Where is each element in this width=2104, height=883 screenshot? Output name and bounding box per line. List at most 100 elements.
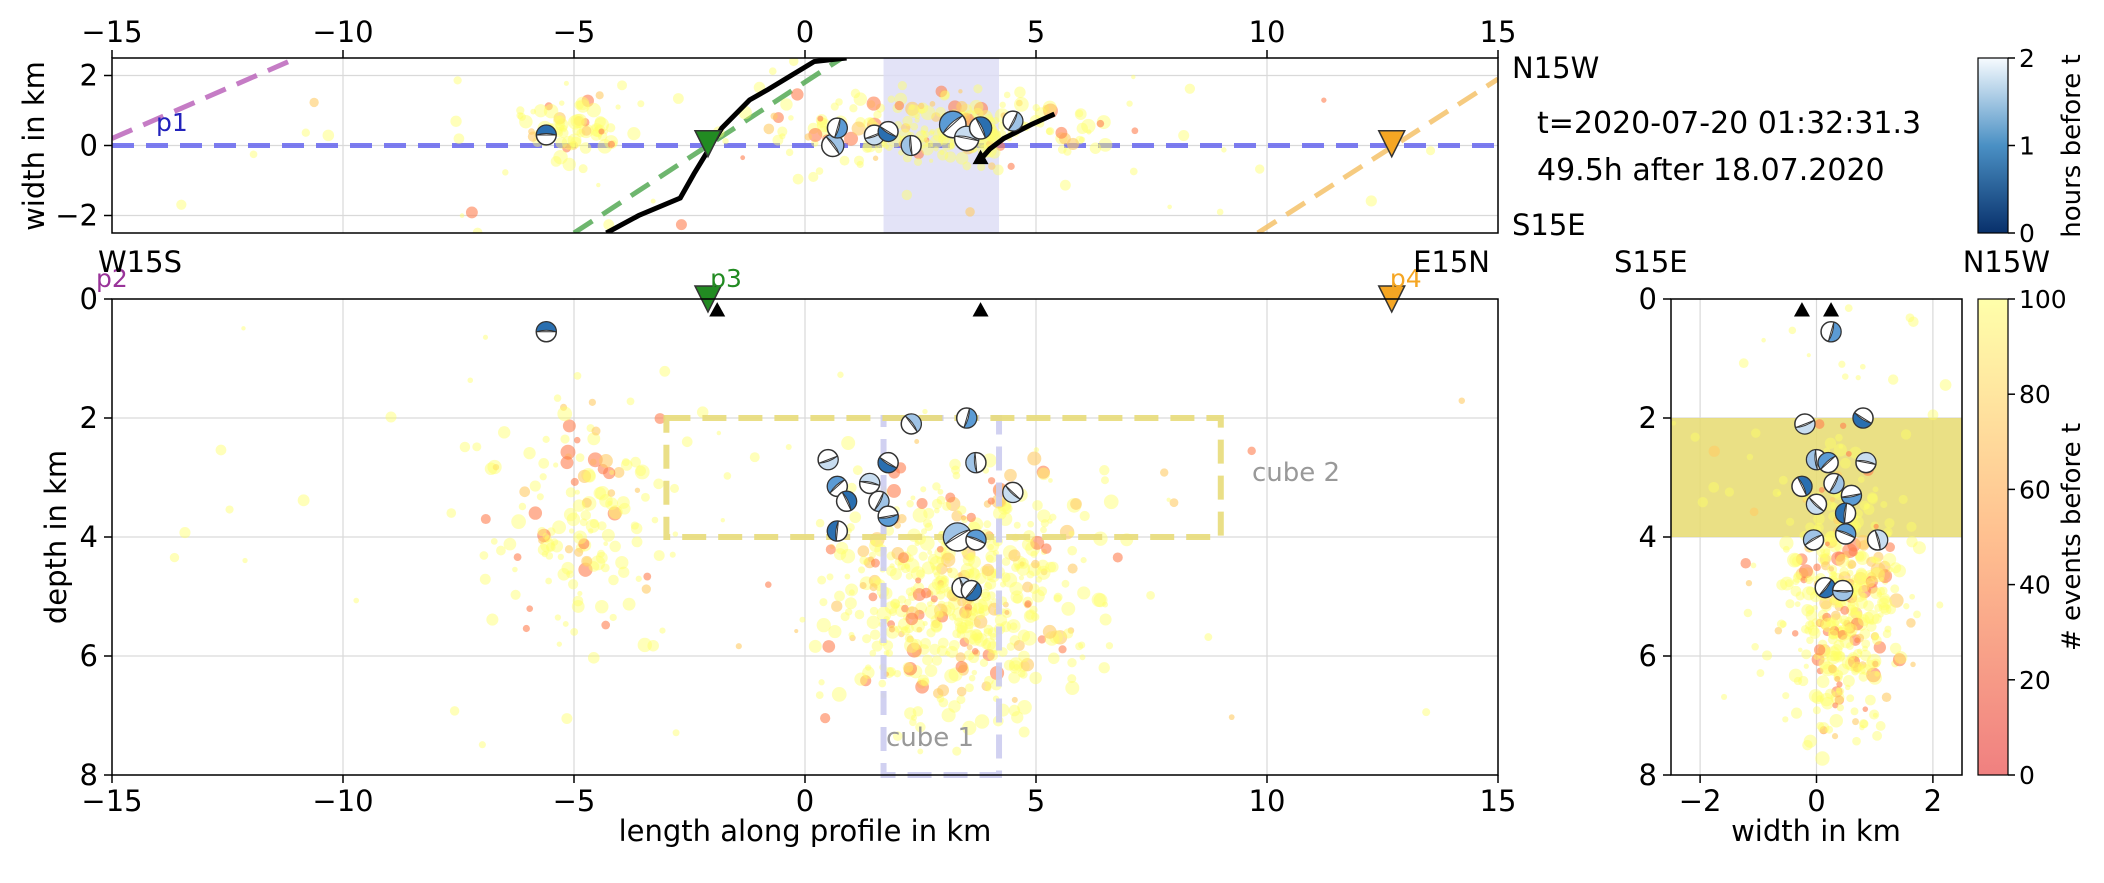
seismicity-point: [1037, 509, 1051, 523]
seismicity-point: [897, 561, 906, 571]
seismicity-point: [992, 164, 1004, 176]
seismicity-point: [923, 137, 930, 143]
seismicity-point: [1832, 702, 1839, 709]
mechanism-plane: [1854, 412, 1872, 424]
seismicity-point: [1811, 618, 1821, 628]
seismicity-point: [1006, 619, 1021, 634]
mechanism-quadrant: [1803, 529, 1823, 546]
seismicity-point: [902, 662, 914, 673]
seismicity-point: [607, 489, 616, 497]
seismicity-point: [920, 125, 929, 133]
colorbar-tick-label: 40: [2019, 571, 2051, 600]
seismicity-point: [1746, 453, 1754, 461]
seismicity-point: [1845, 684, 1851, 691]
seismicity-point: [932, 566, 942, 576]
seismicity-point: [1751, 643, 1759, 651]
seismicity-point: [936, 590, 946, 600]
seismicity-point: [958, 89, 963, 94]
seismicity-point: [929, 555, 944, 570]
seismicity-point: [1866, 621, 1877, 632]
seismicity-point: [849, 511, 862, 524]
seismicity-point: [573, 371, 582, 380]
seismicity-point: [926, 601, 933, 607]
seismicity-point: [906, 635, 914, 643]
seismicity-point: [1859, 577, 1868, 586]
mechanism-plane: [1828, 474, 1839, 493]
seismicity-point: [583, 469, 596, 483]
seismicity-point: [579, 518, 588, 527]
depth-label-right: E15N: [1413, 245, 1490, 279]
seismicity-point: [1834, 543, 1843, 552]
seismicity-point: [914, 113, 921, 120]
focal-mechanism: [1002, 481, 1024, 504]
seismicity-point: [1829, 625, 1840, 636]
seismicity-point: [740, 155, 746, 161]
seismicity-point: [1850, 606, 1859, 616]
seismicity-point: [1011, 563, 1021, 572]
seismicity-point: [1040, 568, 1048, 576]
seismicity-point: [1784, 579, 1793, 588]
seismicity-point: [1855, 582, 1863, 590]
seismicity-point: [562, 621, 569, 627]
seismicity-point: [941, 552, 956, 568]
seismicity-point: [959, 637, 970, 647]
seismicity-point: [808, 171, 819, 183]
seismicity-point: [720, 518, 725, 523]
seismicity-point: [1849, 601, 1856, 607]
fault-trace-1: [605, 58, 847, 233]
seismicity-point: [478, 741, 486, 749]
seismicity-point: [817, 575, 827, 585]
seismicity-point: [1825, 725, 1834, 734]
seismicity-point: [860, 675, 872, 687]
y-tick-label: 0: [80, 129, 98, 163]
seismicity-point: [550, 538, 559, 546]
seismicity-point: [622, 597, 636, 611]
seismicity-point: [956, 695, 966, 705]
seismicity-point: [1839, 615, 1849, 625]
seismicity-point: [960, 562, 975, 577]
seismicity-point: [1870, 567, 1885, 583]
seismicity-point: [910, 122, 919, 131]
seismicity-point: [1887, 566, 1894, 573]
seismicity-point: [1866, 667, 1881, 683]
seismicity-point: [490, 537, 498, 545]
seismicity-point: [937, 488, 944, 495]
seismicity-point: [591, 124, 599, 132]
fault-trace-2: [978, 111, 1056, 162]
seismicity-point: [971, 669, 978, 676]
seismicity-point: [631, 536, 643, 548]
seismicity-point: [1823, 535, 1833, 545]
seismicity-point: [1881, 692, 1892, 703]
seismicity-point: [1228, 714, 1235, 721]
cube2-label: cube 2: [1252, 458, 1340, 488]
seismicity-point: [960, 515, 969, 524]
seismicity-point: [1852, 589, 1866, 603]
seismicity-point: [1855, 596, 1868, 609]
seismicity-point: [1048, 478, 1053, 483]
seismicity-point: [1169, 498, 1179, 508]
seismicity-point: [603, 466, 616, 480]
seismicity-point: [1847, 560, 1857, 569]
seismicity-point: [1865, 694, 1876, 706]
seismicity-point: [1052, 630, 1068, 645]
seismicity-point: [964, 568, 975, 579]
seismicity-point: [1772, 488, 1781, 498]
mechanism-plane: [1827, 321, 1835, 342]
x-tick-label: −15: [81, 15, 142, 49]
seismicity-point: [1834, 695, 1845, 705]
seismicity-point: [1872, 635, 1882, 646]
seismicity-point: [952, 607, 967, 622]
seismicity-point: [1795, 553, 1808, 566]
seismicity-point: [225, 505, 234, 514]
seismicity-point: [480, 514, 491, 525]
seismicity-point: [955, 652, 966, 663]
mechanism-quadrant: [877, 125, 898, 142]
seismicity-point: [453, 76, 462, 85]
seismicity-point: [1824, 500, 1836, 511]
y-tick-label: 0: [80, 282, 98, 316]
seismicity-point: [848, 589, 855, 596]
seismicity-point: [1884, 625, 1892, 633]
seismicity-point: [1832, 619, 1840, 627]
seismicity-point: [1076, 122, 1088, 135]
seismicity-point: [1859, 724, 1865, 731]
